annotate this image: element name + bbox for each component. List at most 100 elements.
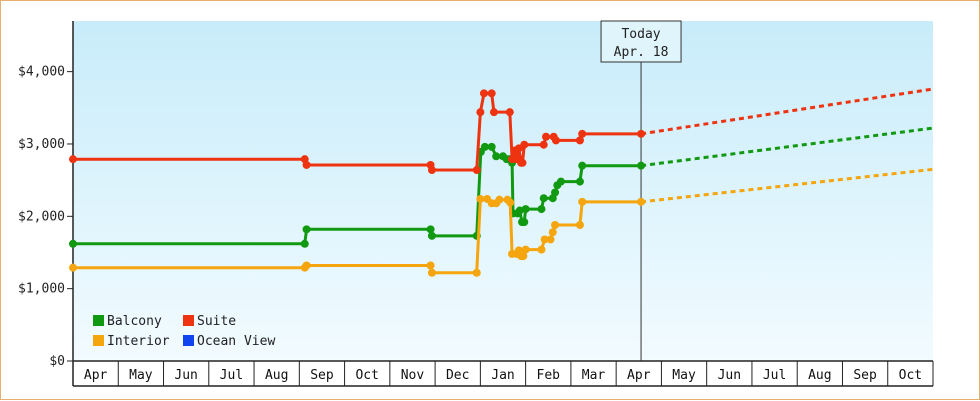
legend-label-ocean-view: Ocean View [197,334,275,349]
month-label: May [672,368,696,383]
data-point-suite [487,89,496,98]
month-label: Oct [899,368,922,383]
data-point-balcony [637,161,646,170]
data-point-interior [537,245,546,254]
month-label: Nov [401,368,425,383]
data-point-interior [506,198,515,207]
month-label: Mar [582,368,606,383]
month-label: Oct [355,368,378,383]
x-axis: Apr May Jun Jul Aug Sep Oct Nov Dec Jan Feb Mar Apr M… [72,360,934,387]
month-label: Feb [537,368,561,383]
legend-swatch-balcony [93,315,104,326]
data-point-interior [302,261,311,270]
data-point-interior [578,197,587,206]
data-point-balcony [427,231,436,240]
data-point-interior [546,235,555,244]
data-point-suite [578,129,587,138]
y-axis: $0 $1,000 $2,000 $3,000 $4,000 [18,21,74,386]
data-point-balcony [69,239,77,248]
month-label: Aug [265,368,288,383]
data-point-interior [551,221,560,229]
data-point-suite [69,155,77,164]
month-label: Sep [853,368,877,383]
today-marker: Today Apr. 18 [600,20,682,361]
data-point-suite [302,160,311,169]
y-tick-label: $0 [49,354,65,369]
data-point-balcony [480,142,489,151]
legend: Balcony Suite Interior Ocean View [93,314,275,349]
month-label: Apr [627,368,651,383]
data-point-suite [476,108,485,117]
data-point-suite [520,140,529,149]
month-label: Apr [84,368,108,383]
y-tick-label: $1,000 [18,282,65,297]
data-point-balcony [578,161,587,170]
data-point-interior [476,194,485,203]
today-label: Today [621,27,660,42]
data-point-suite [637,129,646,138]
month-label: Jul [763,368,786,383]
forecast-line-interior [640,167,934,204]
month-label: Jun [718,368,741,383]
legend-swatch-interior [93,335,104,346]
data-point-suite [542,132,550,141]
forecast-line-suite [640,87,934,136]
data-point-suite [518,158,527,167]
legend-label-interior: Interior [107,334,170,349]
legend-swatch-ocean-view [183,335,194,346]
data-point-interior [540,235,549,244]
data-point-balcony [520,218,529,227]
legend-label-balcony: Balcony [107,314,162,329]
data-point-balcony [302,225,311,234]
data-point-balcony [300,239,309,248]
data-point-interior [427,268,436,277]
data-point-suite [472,166,481,175]
data-point-interior [575,221,584,229]
month-label: Dec [446,368,469,383]
data-point-interior [519,252,528,261]
data-point-balcony [537,205,546,214]
month-label: May [129,368,153,383]
data-point-interior [548,228,557,237]
y-tick-label: $4,000 [18,65,65,80]
data-point-interior [521,245,530,254]
data-point-interior [637,197,646,206]
data-point-balcony [487,142,496,151]
forecast-line-balcony [640,126,934,168]
data-point-interior [495,195,504,204]
data-point-balcony [551,188,560,197]
data-point-suite [575,136,584,145]
data-point-interior [426,261,435,270]
data-point-balcony [492,152,501,161]
data-point-balcony [575,177,584,186]
series-interior [69,167,934,277]
month-label: Jul [220,368,243,383]
y-tick-label: $3,000 [18,137,65,152]
series-suite [69,87,934,175]
data-point-suite [489,108,498,117]
data-point-suite [479,89,488,98]
data-point-interior [69,263,77,272]
month-label: Aug [808,368,831,383]
month-label: Jun [174,368,197,383]
month-label: Jan [491,368,514,383]
data-point-balcony [521,205,530,214]
month-label: Sep [310,368,334,383]
data-point-suite [551,136,560,145]
data-point-suite [505,108,514,117]
y-tick-label: $2,000 [18,209,65,224]
today-date: Apr. 18 [614,45,669,60]
data-point-balcony [539,194,548,203]
data-point-suite [427,166,436,175]
series-layer [69,87,934,277]
plot-area [73,21,933,361]
data-point-suite [539,140,548,149]
data-point-balcony [426,225,435,234]
data-point-balcony [556,177,565,186]
legend-swatch-suite [183,315,194,326]
legend-label-suite: Suite [197,314,236,329]
today-box [600,20,682,63]
data-point-interior [472,268,481,277]
